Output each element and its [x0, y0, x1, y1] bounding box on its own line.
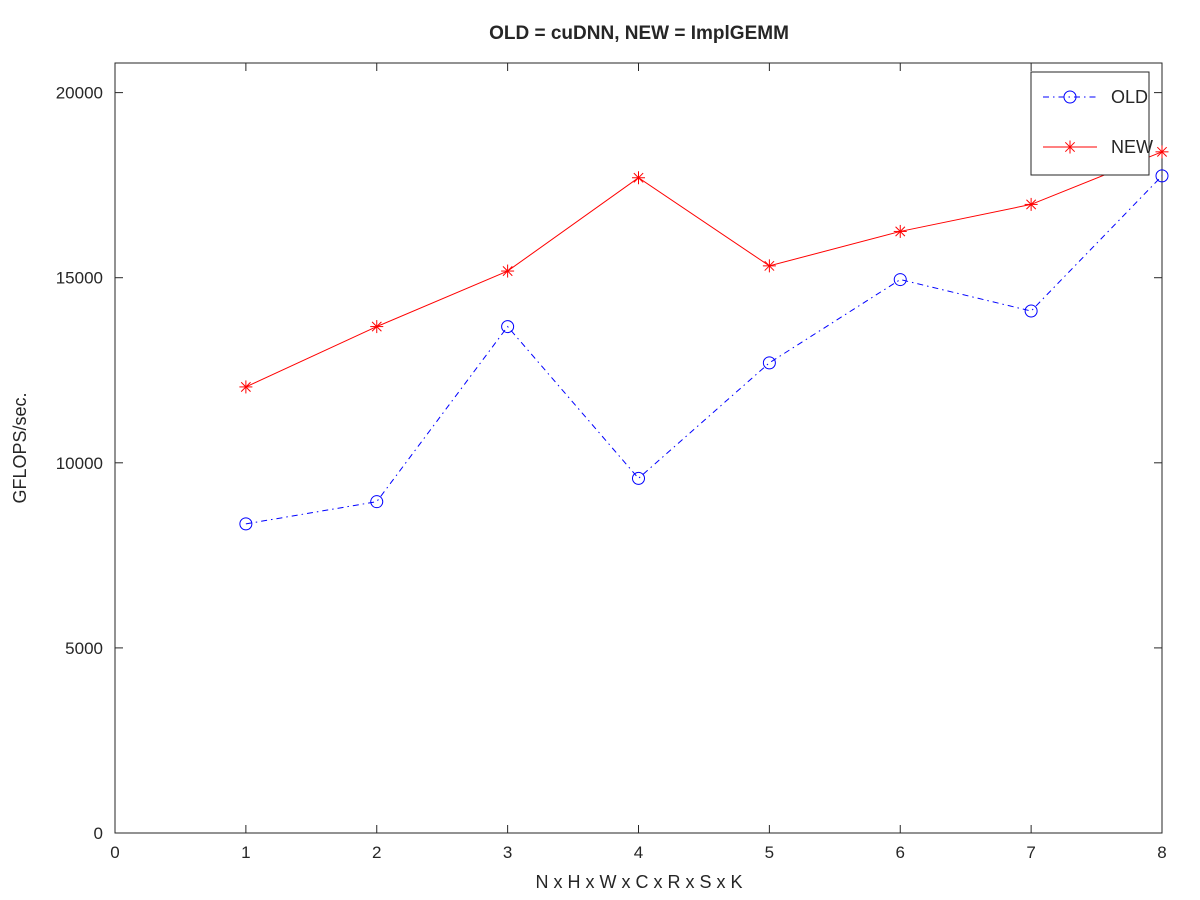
series-old-point [370, 495, 384, 509]
y-tick-label: 0 [94, 824, 103, 843]
y-tick-label: 15000 [56, 269, 103, 288]
series-old-point [1024, 304, 1038, 318]
legend: OLD NEW [1030, 71, 1153, 176]
series-new-point [370, 320, 384, 334]
series-old-point [1155, 169, 1169, 183]
x-tick-label: 4 [634, 843, 643, 862]
legend-item-old: OLD [1043, 87, 1148, 107]
legend-label: OLD [1111, 87, 1148, 107]
legend-box [1030, 71, 1150, 176]
series-new-line [245, 151, 1163, 388]
x-tick-label: 0 [110, 843, 119, 862]
series-old-point [239, 517, 253, 531]
x-axis-title: N x H x W x C x R x S x K [535, 872, 742, 892]
series-new [239, 145, 1169, 394]
series-layer [239, 145, 1169, 531]
series-old-point [893, 273, 907, 287]
series-old-point [501, 320, 515, 334]
legend-swatch-marker [1063, 90, 1077, 104]
x-tick-label: 8 [1157, 843, 1166, 862]
y-tick-label: 10000 [56, 454, 103, 473]
series-old-point [762, 356, 776, 370]
series-new-point [501, 264, 515, 278]
series-old-line [245, 175, 1163, 525]
series-new-point [893, 224, 907, 238]
legend-label: NEW [1111, 137, 1153, 157]
axis-ticks: 0 1 2 3 4 5 6 7 8 0 5000 10000 15000 20000 [56, 63, 1167, 862]
series-old [239, 169, 1169, 531]
series-new-point [1024, 197, 1038, 211]
plot-area-frame [114, 62, 1163, 834]
legend-swatch-marker [1063, 140, 1077, 154]
chart-title: OLD = cuDNN, NEW = ImplGEMM [489, 23, 789, 44]
x-tick-label: 7 [1026, 843, 1035, 862]
series-new-point [239, 380, 253, 394]
series-new-point [1155, 145, 1169, 159]
y-tick-label: 20000 [56, 84, 103, 103]
y-tick-label: 5000 [65, 639, 103, 658]
series-new-point [632, 171, 645, 185]
legend-item-new: NEW [1043, 137, 1153, 157]
x-tick-label: 1 [241, 843, 250, 862]
y-axis-title: GFLOPS/sec. [10, 392, 30, 503]
series-new-point [762, 259, 776, 273]
series-old-point [632, 471, 645, 485]
x-tick-label: 5 [765, 843, 774, 862]
x-tick-label: 2 [372, 843, 381, 862]
x-tick-label: 6 [896, 843, 905, 862]
x-tick-label: 3 [503, 843, 512, 862]
